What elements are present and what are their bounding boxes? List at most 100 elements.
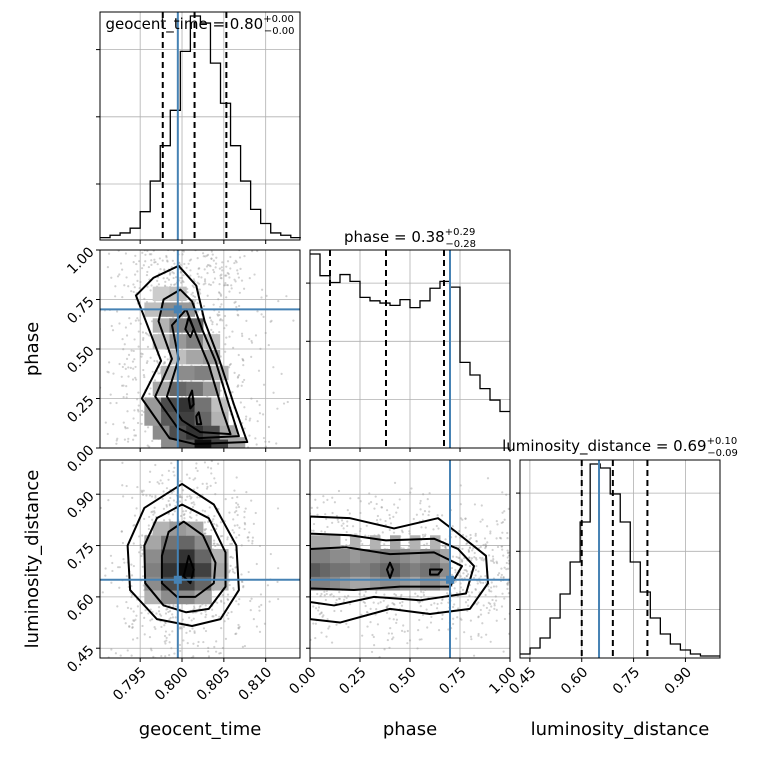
scatter-point [206, 294, 209, 297]
scatter-point [220, 273, 223, 276]
scatter-point [464, 569, 468, 572]
scatter-point [394, 613, 397, 616]
scatter-point [409, 491, 412, 494]
scatter-point [146, 333, 149, 336]
scatter-point [204, 615, 207, 619]
scatter-point [395, 618, 399, 621]
scatter-point [386, 604, 390, 607]
scatter-point [460, 558, 463, 561]
scatter-point [419, 605, 422, 608]
panel-title-geocent_time: geocent_time = 0.80+0.00 −0.00 [106, 14, 295, 37]
scatter-point [235, 305, 238, 309]
scatter-point [484, 547, 487, 550]
scatter-point [195, 462, 198, 465]
scatter-point [314, 622, 317, 625]
scatter-point [90, 661, 92, 663]
scatter-point [230, 555, 233, 558]
scatter-point [472, 547, 475, 550]
scatter-point [205, 265, 209, 268]
density-cell [320, 535, 331, 550]
contour-line [160, 520, 217, 598]
scatter-point [136, 637, 139, 640]
scatter-point [420, 526, 423, 529]
scatter-point [136, 408, 140, 411]
scatter-point [364, 604, 367, 608]
scatter-point [205, 254, 208, 257]
scatter-point [487, 601, 490, 604]
scatter-point [203, 278, 207, 281]
scatter-point [147, 524, 150, 527]
scatter-point [223, 327, 226, 330]
scatter-point [124, 622, 127, 625]
scatter-point [333, 609, 336, 613]
density-cell [350, 576, 361, 591]
scatter-point [192, 642, 195, 645]
scatter-point [459, 617, 462, 620]
scatter-point [142, 489, 145, 492]
scatter-point [224, 498, 227, 501]
scatter-point [474, 587, 477, 591]
title-plus: +0.00 [263, 14, 294, 25]
scatter-point [261, 288, 264, 291]
title-minus: −0.28 [445, 239, 476, 250]
scatter-point [454, 568, 457, 572]
panel-content [310, 460, 510, 675]
y-tick-label-phase: 0.00 [64, 442, 97, 475]
scatter-point [459, 575, 462, 578]
scatter-point [204, 282, 207, 285]
scatter-point [459, 586, 463, 589]
scatter-point [207, 514, 210, 517]
scatter-point [170, 283, 173, 286]
scatter-point [174, 616, 177, 619]
scatter-point [276, 407, 279, 410]
scatter-point [400, 529, 404, 532]
scatter-point [191, 450, 193, 452]
scatter-point [505, 568, 508, 571]
scatter-point [231, 529, 234, 532]
scatter-point [229, 267, 232, 270]
scatter-point [505, 561, 508, 565]
scatter-point [224, 283, 227, 287]
scatter-point [453, 587, 456, 590]
scatter-point [84, 384, 86, 386]
scatter-point [461, 547, 464, 550]
scatter-point [165, 608, 168, 611]
scatter-point [371, 633, 374, 637]
scatter-point [268, 600, 271, 603]
x-tick-label-phase: 0.75 [436, 664, 469, 697]
scatter-point [149, 608, 152, 611]
scatter-point [135, 614, 138, 617]
scatter-point [226, 260, 230, 263]
scatter-point [464, 563, 467, 566]
scatter-point [487, 611, 490, 615]
scatter-point [219, 294, 223, 297]
scatter-point [152, 513, 155, 516]
scatter-point [181, 618, 184, 621]
scatter-point [196, 257, 199, 260]
scatter-point [217, 454, 219, 456]
scatter-point [197, 282, 201, 285]
scatter-point [215, 262, 218, 265]
scatter-point [387, 632, 390, 635]
scatter-point [506, 582, 509, 585]
scatter-point [213, 277, 217, 280]
x-tick-label-luminosity_distance: 0.90 [662, 664, 695, 697]
scatter-point [202, 627, 206, 630]
scatter-point [459, 503, 462, 506]
scatter-point [125, 385, 128, 388]
scatter-point [170, 462, 173, 465]
scatter-point [126, 426, 129, 430]
density-cell [152, 425, 170, 440]
scatter-point [338, 597, 341, 601]
scatter-point [480, 504, 483, 507]
scatter-point [346, 524, 349, 528]
scatter-point [375, 673, 377, 675]
scatter-point [229, 255, 232, 259]
scatter-point [210, 472, 213, 475]
scatter-point [116, 437, 119, 440]
scatter-point [191, 505, 195, 509]
scatter-point [163, 634, 167, 638]
scatter-point [112, 423, 115, 426]
scatter-point [142, 338, 145, 342]
density-cell [320, 576, 331, 591]
